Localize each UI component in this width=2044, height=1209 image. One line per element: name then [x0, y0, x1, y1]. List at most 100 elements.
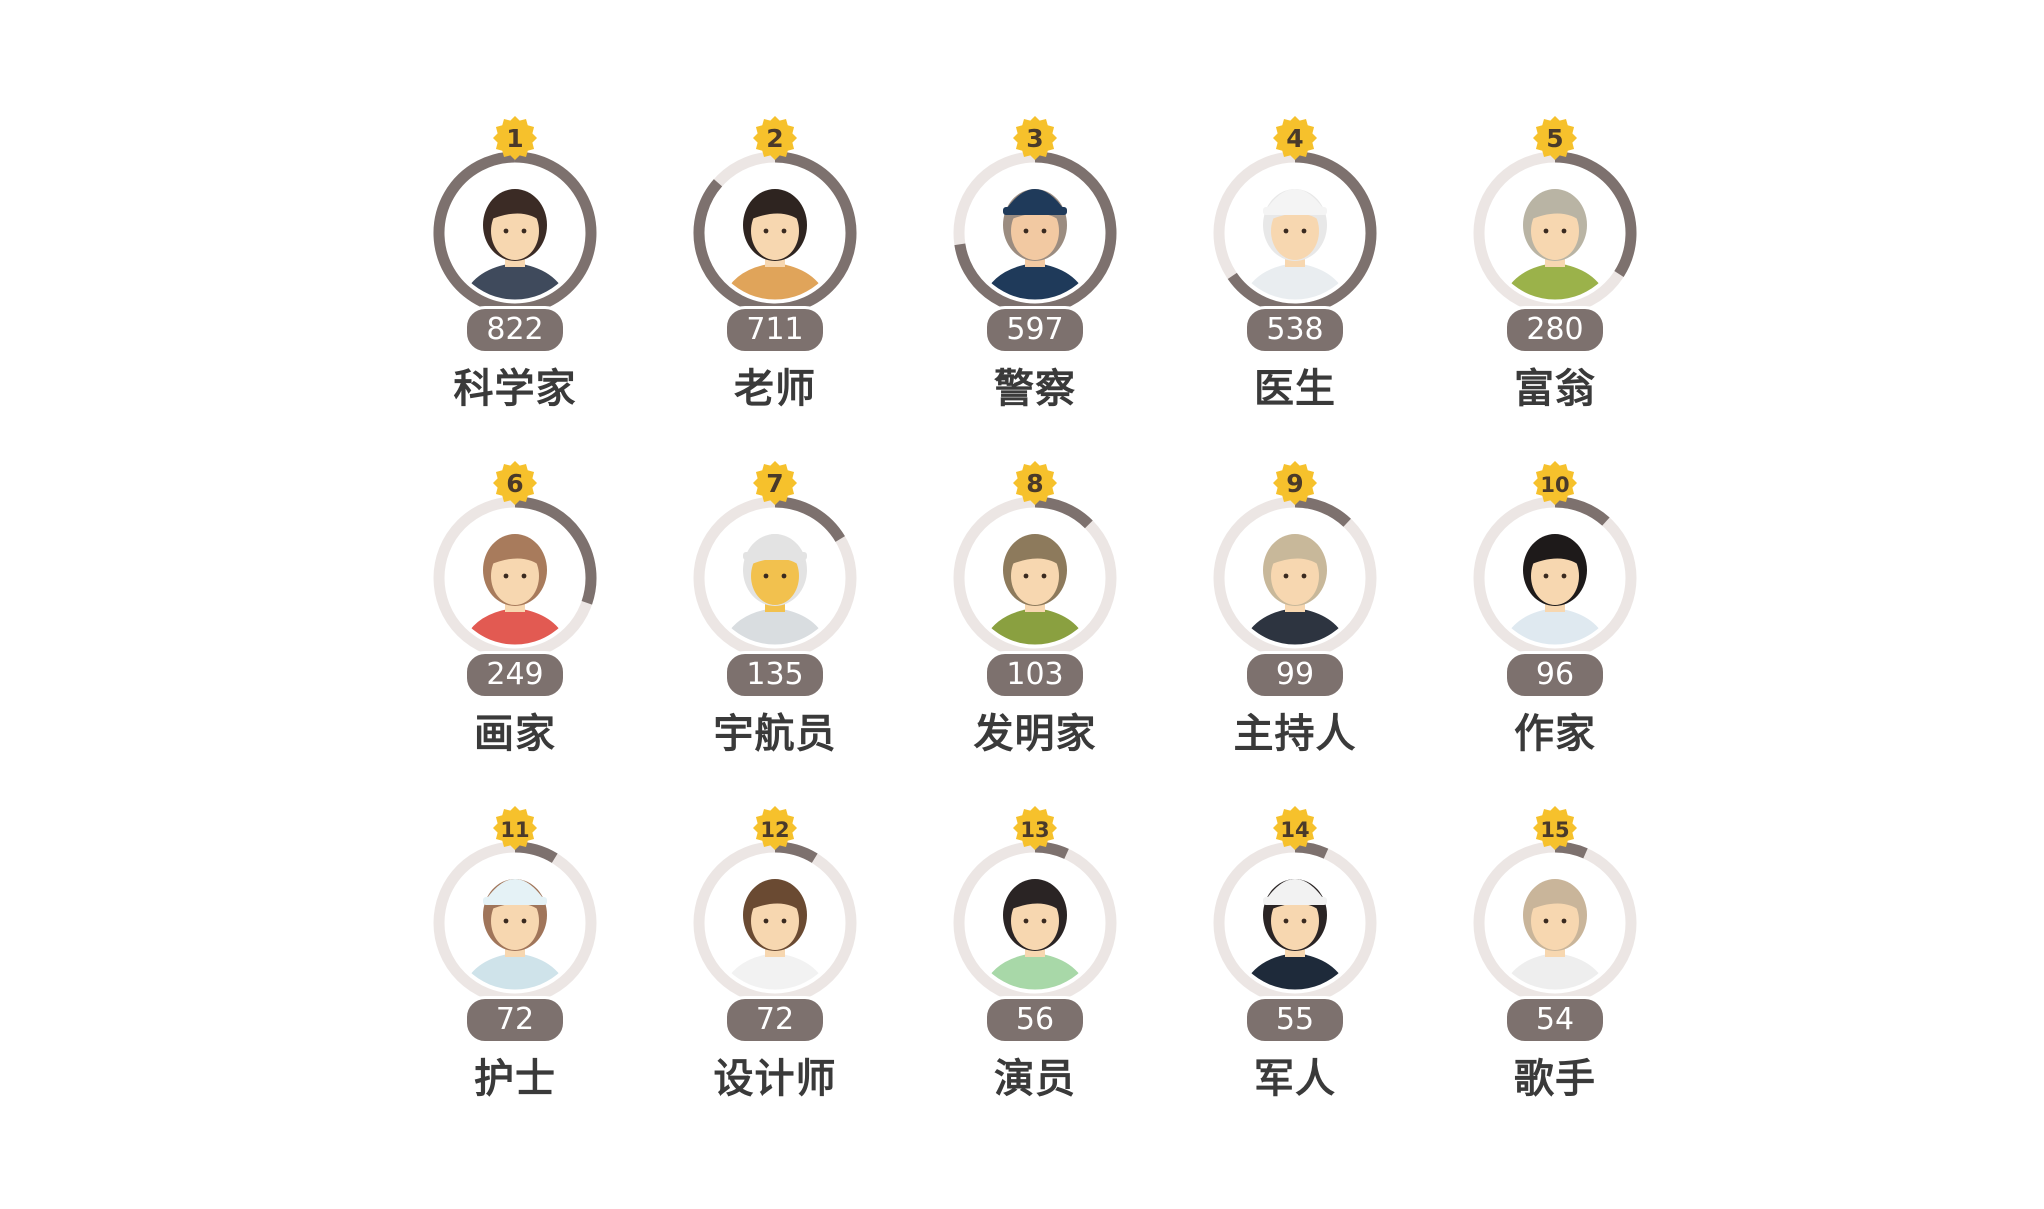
- occupation-item: 4 538 医生: [1165, 116, 1425, 448]
- occupation-label: 老师: [734, 366, 816, 412]
- inventor-avatar-icon: [968, 511, 1102, 645]
- rank-badge-icon: [1013, 461, 1057, 505]
- ring-chart: 15: [1473, 806, 1637, 1005]
- occupation-label: 作家: [1514, 711, 1596, 757]
- value-label: 56: [984, 996, 1086, 1044]
- host-avatar-icon: [1228, 511, 1362, 645]
- astronaut-avatar-icon: [708, 511, 842, 645]
- occupation-item: 8 103 发明家: [905, 461, 1165, 793]
- value-label: 72: [464, 996, 566, 1044]
- ring-value-arc: [1554, 151, 1637, 277]
- rank-number: 5: [1546, 124, 1563, 153]
- value-label: 711: [724, 306, 826, 354]
- occupation-label: 发明家: [973, 711, 1097, 757]
- rank-number: 13: [1020, 818, 1049, 842]
- rank-badge-icon: [1013, 806, 1057, 850]
- doctor-avatar-icon: [1228, 166, 1362, 300]
- occupation-label: 设计师: [713, 1056, 837, 1102]
- designer-avatar-icon: [708, 856, 842, 990]
- singer-avatar-icon: [1488, 856, 1622, 990]
- value-label: 249: [464, 651, 566, 699]
- rank-badge-icon: [1273, 806, 1317, 850]
- occupation-item: 15 54 歌手: [1425, 806, 1685, 1138]
- ring-chart: 1: [433, 116, 597, 315]
- rank-number: 2: [766, 124, 783, 153]
- ring-value-arc: [514, 841, 558, 864]
- ring-value-arc: [1034, 496, 1093, 529]
- rich-person-avatar-icon: [1488, 166, 1622, 300]
- rank-badge-icon: [1273, 116, 1317, 160]
- rank-number: 9: [1286, 469, 1303, 498]
- ring-chart: 8: [953, 461, 1117, 660]
- nurse-avatar-icon: [448, 856, 582, 990]
- value-label: 72: [724, 996, 826, 1044]
- occupation-label: 军人: [1254, 1056, 1336, 1102]
- ring-chart: 4: [1213, 116, 1377, 315]
- ring-value-arc: [1294, 496, 1351, 527]
- value-label: 99: [1244, 651, 1346, 699]
- value-label: 135: [724, 651, 826, 699]
- rank-number: 15: [1540, 818, 1569, 842]
- ring-chart: 14: [1213, 806, 1377, 1005]
- occupation-item: 6 249 画家: [385, 461, 645, 793]
- rank-badge-icon: [753, 461, 797, 505]
- occupation-item: 3 597 警察: [905, 116, 1165, 448]
- rank-badge-icon: [493, 806, 537, 850]
- rank-number: 14: [1280, 818, 1309, 842]
- occupation-label: 宇航员: [713, 711, 837, 757]
- rank-number: 8: [1026, 469, 1043, 498]
- value-label: 280: [1504, 306, 1606, 354]
- soldier-avatar-icon: [1228, 856, 1362, 990]
- occupation-label: 护士: [474, 1056, 556, 1102]
- rank-badge-icon: [1533, 116, 1577, 160]
- ring-chart: 12: [693, 806, 857, 1005]
- ring-value-arc: [693, 151, 857, 315]
- occupation-label: 科学家: [453, 366, 577, 412]
- ring-value-arc: [1227, 151, 1377, 315]
- rank-number: 1: [506, 124, 523, 153]
- police-avatar-icon: [968, 166, 1102, 300]
- rank-number: 11: [500, 818, 529, 842]
- rank-badge-icon: [1533, 806, 1577, 850]
- value-label: 54: [1504, 996, 1606, 1044]
- occupation-item: 13 56 演员: [905, 806, 1165, 1138]
- occupation-item: 11 72 护士: [385, 806, 645, 1138]
- ring-chart: 2: [693, 116, 857, 315]
- occupation-item: 1 822 科学家: [385, 116, 645, 448]
- painter-avatar-icon: [448, 511, 582, 645]
- occupation-label: 富翁: [1514, 366, 1596, 412]
- occupation-item: 5 280 富翁: [1425, 116, 1685, 448]
- rank-badge-icon: [1013, 116, 1057, 160]
- occupation-item: 12 72 设计师: [645, 806, 905, 1138]
- occupation-label: 警察: [994, 366, 1076, 412]
- rank-number: 7: [766, 469, 783, 498]
- rank-number: 10: [1540, 473, 1569, 497]
- value-label: 822: [464, 306, 566, 354]
- ring-chart: 10: [1473, 461, 1637, 660]
- rank-badge-icon: [1533, 461, 1577, 505]
- rank-number: 6: [506, 469, 523, 498]
- rank-badge-icon: [493, 116, 537, 160]
- value-label: 103: [984, 651, 1086, 699]
- occupation-label: 画家: [474, 711, 556, 757]
- rank-number: 12: [760, 818, 789, 842]
- occupation-item: 14 55 军人: [1165, 806, 1425, 1138]
- occupation-item: 2 711 老师: [645, 116, 905, 448]
- rank-badge-icon: [753, 116, 797, 160]
- value-label: 538: [1244, 306, 1346, 354]
- scientist-avatar-icon: [448, 166, 582, 300]
- ring-chart: 6: [433, 461, 597, 660]
- rank-badge-icon: [493, 461, 537, 505]
- teacher-avatar-icon: [708, 166, 842, 300]
- rank-number: 4: [1286, 124, 1303, 153]
- occupation-item: 7 135 宇航员: [645, 461, 905, 793]
- actor-avatar-icon: [968, 856, 1102, 990]
- ring-value-arc: [1554, 496, 1610, 526]
- occupation-label: 医生: [1254, 366, 1336, 412]
- value-label: 597: [984, 306, 1086, 354]
- occupation-label: 演员: [994, 1056, 1076, 1102]
- rank-number: 3: [1026, 124, 1043, 153]
- ring-chart: 9: [1213, 461, 1377, 660]
- occupation-label: 歌手: [1514, 1056, 1596, 1102]
